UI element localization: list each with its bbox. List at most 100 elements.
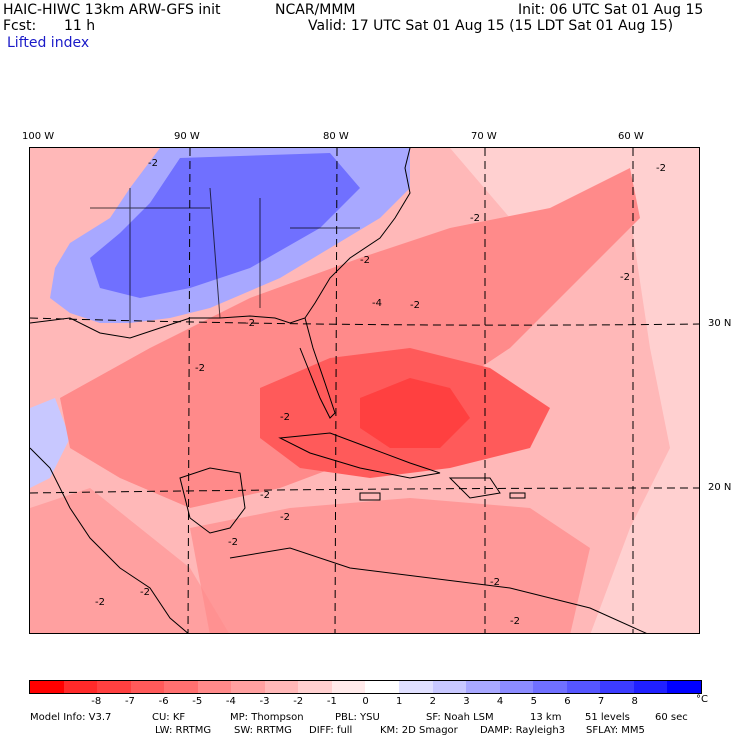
mexico-gulf-coast [30,447,189,633]
colorbar-tick-label: -7 [124,696,135,707]
parallel-20n [30,487,699,494]
contour-label: -2 [510,616,520,627]
field-region-caribbean [190,498,590,633]
contour-label: -4 [372,298,382,309]
colorbar-swatch [667,681,701,693]
meridian-90w [187,148,191,633]
colorbar-swatch [197,681,232,693]
colorbar-tick-label: 5 [530,696,537,707]
footer-levels: 51 levels [585,712,630,723]
colorbar-tick-label: 6 [564,696,571,707]
contour-label: -2 [620,272,630,283]
field-region-east [590,148,699,633]
footer-damp: DAMP: Rayleigh3 [480,725,566,736]
lat-label-30n: 30 N [708,318,732,329]
coastlines [30,148,647,633]
colorbar-tick-label: -8 [91,696,102,707]
colorbar-swatch [231,681,265,693]
valid-time: Valid: 17 UTC Sat 01 Aug 15 (15 LDT Sat … [308,18,674,34]
footer-sf: SF: Noah LSM [426,712,494,723]
contour-label: -2 [360,255,370,266]
colorbar-tick-label: -6 [158,696,169,707]
lon-label-80w: 80 W [323,131,349,142]
forecast-label: Fcst: [3,18,37,34]
colorbar-tick-label: 2 [429,696,436,707]
contour-label: -2 [280,412,290,423]
contour-labels: -2 -2 -2 -2 -2 -2 -2 -2 -2 -2 -2 -2 -2 -2 -2 -4 -2 [95,158,666,627]
grid-lines [30,148,699,633]
state-borders [90,187,360,328]
cuba [278,432,441,479]
contour-label: -2 [490,577,500,588]
contour-label: -2 [228,537,238,548]
colorbar-swatch [365,681,400,693]
contour-label: -2 [245,318,255,329]
contour-label: -2 [656,163,666,174]
lon-label-70w: 70 W [471,131,497,142]
colorbar-swatch [533,681,567,693]
footer-lw: LW: RRTMG [155,725,212,736]
contour-label: -2 [410,300,420,311]
colorbar-swatch [298,681,332,693]
hispaniola [448,477,501,499]
florida-peninsula [299,317,336,419]
colorbar-tick-label: 0 [362,696,369,707]
colorbar-tick-label: 7 [597,696,605,707]
footer-km: KM: 2D Smagor [380,725,458,736]
contour-label: -2 [195,363,205,374]
colorbar-tick-label: -5 [192,696,203,707]
field-region-unstable-band [60,168,640,508]
footer-cu: CU: KF [152,712,186,723]
lon-label-100w: 100 W [22,131,55,142]
yucatan-peninsula [179,467,246,534]
map-canvas: -2 -2 -2 -2 -2 -2 -2 -2 -2 -2 -2 -2 -2 -2 -2 -4 -2 [30,148,699,633]
colorbar-swatch [331,681,366,693]
colorbar-swatch [30,681,64,693]
jamaica [359,492,381,501]
colorbar-swatch [264,681,299,693]
forecast-hours: 11 h [64,18,96,34]
colorbar-tick-label: 3 [463,696,470,707]
colorbar-swatch [97,681,131,693]
field-region-stable-core [90,153,360,298]
colorbar-tick-label: -2 [293,696,304,707]
puerto-rico [509,492,526,499]
contour-label: -2 [95,597,105,608]
meridian-80w [334,148,338,633]
colorbar-tick-label: 4 [496,696,504,707]
footer-timestep: 60 sec [655,712,688,723]
footer-diff: DIFF: full [309,725,353,736]
colorbar-swatch [164,681,198,693]
contour-label: -2 [148,158,158,169]
colorbar-tick-label: 1 [395,696,403,707]
footer-mp: MP: Thompson [230,712,304,723]
colorbar-unit: °C [696,694,708,705]
colorbar-swatch [633,681,668,693]
colorbar-swatch [499,681,534,693]
lifted-index-map: -2 -2 -2 -2 -2 -2 -2 -2 -2 -2 -2 -2 -2 -2 -2 -4 -2 [29,147,700,634]
colorbar-tick-label: -3 [259,696,270,707]
field-region-southwest [30,488,229,633]
contour-label: -2 [280,512,290,523]
colorbar-swatch [566,681,601,693]
lon-label-60w: 60 W [618,131,644,142]
contour-label: -2 [470,213,480,224]
contour-label: -2 [140,587,150,598]
colorbar-swatch [432,681,467,693]
lon-label-90w: 90 W [174,131,200,142]
model-title: HAIC-HIWC 13km ARW-GFS init [3,2,221,18]
lat-label-20n: 20 N [708,482,732,493]
footer-sw: SW: RRTMG [234,725,292,736]
colorbar-swatch [63,681,98,693]
colorbar-tick-label: -1 [326,696,337,707]
footer-resolution: 13 km [530,712,562,723]
parallel-30n [30,317,699,326]
org-label: NCAR/MMM [275,2,356,18]
contour-label: -2 [260,490,270,501]
init-time: Init: 06 UTC Sat 01 Aug 15 [518,2,704,18]
field-region-west-stable [30,398,70,488]
us-gulf-atlantic-coast [30,148,411,339]
colorbar-tick-label: 8 [631,696,638,707]
footer-model-info: Model Info: V3.7 [30,712,112,723]
colorbar-swatch [600,681,634,693]
